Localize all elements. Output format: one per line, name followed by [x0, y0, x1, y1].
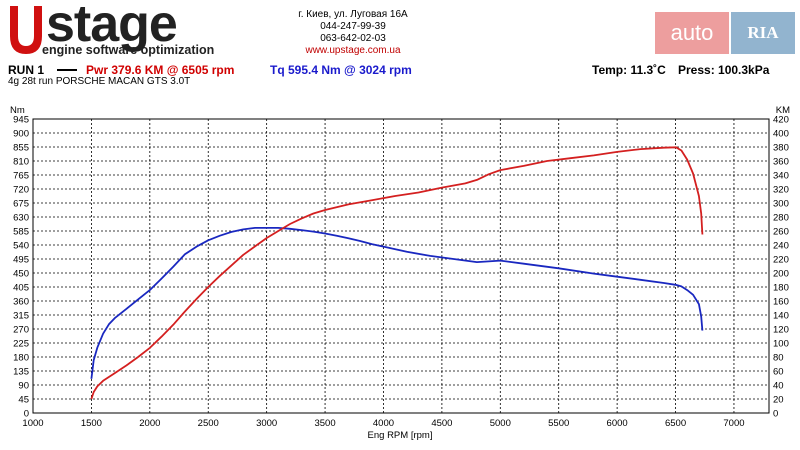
y-left-tick-label: 540 [13, 241, 29, 252]
x-tick-label: 7000 [723, 418, 744, 429]
upstage-logo-icon [10, 6, 42, 54]
y-left-tick-label: 855 [13, 143, 29, 154]
x-axis-label: Eng RPM [rpm] [368, 430, 433, 441]
y-left-tick-label: 675 [13, 199, 29, 210]
logo-tagline: engine software optimization [42, 43, 215, 57]
run-label: RUN 1 [8, 63, 45, 77]
autoria-ria-text: RIA [731, 12, 795, 54]
y-left-tick-label: 135 [13, 367, 29, 378]
temperature-text: Temp: 11.3˚C [592, 63, 666, 77]
x-tick-label: 1500 [81, 418, 102, 429]
y-left-tick-label: 225 [13, 339, 29, 350]
y-right-tick-label: 340 [773, 171, 789, 182]
y-right-tick-label: 360 [773, 157, 789, 168]
y-right-tick-label: 140 [773, 311, 789, 322]
torque-peak-text: Tq 595.4 Nm @ 3024 rpm [270, 63, 412, 77]
y-right-tick-label: 160 [773, 297, 789, 308]
run-subtitle: 4g 28t run PORSCHE MACAN GTS 3.0T [8, 76, 191, 87]
contact-website-link[interactable]: www.upstage.com.ua [305, 45, 401, 56]
y-right-tick-label: 280 [773, 213, 789, 224]
torque-curve [90, 227, 704, 379]
logo-text: stage [46, 0, 178, 53]
x-tick-label: 5000 [490, 418, 511, 429]
x-tick-label: 5500 [548, 418, 569, 429]
y-left-tick-label: 0 [24, 409, 29, 420]
autoria-auto-text: auto [655, 12, 729, 54]
autoria-watermark: auto RIA [655, 12, 795, 54]
y-left-tick-label: 315 [13, 311, 29, 322]
y-right-tick-label: 400 [773, 129, 789, 140]
y-right-tick-label: 180 [773, 283, 789, 294]
power-peak-text: Pwr 379.6 KM @ 6505 rpm [86, 63, 235, 77]
y-right-tick-label: 100 [773, 339, 789, 350]
contact-address: г. Киев, ул. Луговая 16А [298, 9, 408, 20]
y-right-tick-label: 40 [773, 381, 784, 392]
ticks-layer: 0 45 90 135 180 225 270 315 360 405 450 495 540 585 63… [10, 105, 790, 441]
y-left-tick-label: 945 [13, 115, 29, 126]
y-right-tick-label: 260 [773, 227, 789, 238]
frame-layer [32, 118, 770, 414]
y-right-tick-label: 20 [773, 395, 784, 406]
power-curve [90, 146, 704, 400]
y-right-tick-label: 200 [773, 269, 789, 280]
x-tick-label: 6500 [665, 418, 686, 429]
y-left-tick-label: 765 [13, 171, 29, 182]
y-left-tick-label: 360 [13, 297, 29, 308]
y-left-tick-label: 270 [13, 325, 29, 336]
y-left-tick-label: 405 [13, 283, 29, 294]
y-left-tick-label: 810 [13, 157, 29, 168]
y-right-tick-label: 220 [773, 255, 789, 266]
x-tick-label: 4500 [431, 418, 452, 429]
y-right-tick-label: 60 [773, 367, 784, 378]
pressure-text: Press: 100.3kPa [678, 63, 770, 77]
series-layer [90, 146, 704, 400]
y-left-tick-label: 630 [13, 213, 29, 224]
run-line-swatch [57, 69, 77, 71]
y-right-tick-label: 240 [773, 241, 789, 252]
x-tick-label: 4000 [373, 418, 394, 429]
y-left-axis-label: Nm [10, 105, 25, 116]
y-left-tick-label: 495 [13, 255, 29, 266]
x-tick-label: 3500 [314, 418, 335, 429]
y-left-tick-label: 585 [13, 227, 29, 238]
y-right-tick-label: 80 [773, 353, 784, 364]
x-tick-label: 2000 [139, 418, 160, 429]
x-tick-label: 6000 [607, 418, 628, 429]
y-left-tick-label: 90 [18, 381, 29, 392]
y-left-tick-label: 720 [13, 185, 29, 196]
y-right-tick-label: 120 [773, 325, 789, 336]
x-tick-label: 2500 [198, 418, 219, 429]
contact-phone-1: 044-247-99-39 [320, 21, 386, 32]
contact-phone-2: 063-642-02-03 [320, 33, 386, 44]
y-right-tick-label: 0 [773, 409, 778, 420]
y-left-tick-label: 45 [18, 395, 29, 406]
y-right-tick-label: 300 [773, 199, 789, 210]
y-left-tick-label: 900 [13, 129, 29, 140]
y-left-tick-label: 180 [13, 353, 29, 364]
y-left-tick-label: 450 [13, 269, 29, 280]
x-tick-label: 3000 [256, 418, 277, 429]
grid-layer [33, 119, 769, 413]
x-tick-label: 1000 [22, 418, 43, 429]
y-right-axis-label: KM [776, 105, 790, 116]
y-right-tick-label: 320 [773, 185, 789, 196]
plot-frame [32, 118, 770, 414]
y-right-tick-label: 380 [773, 143, 789, 154]
y-right-tick-label: 420 [773, 115, 789, 126]
